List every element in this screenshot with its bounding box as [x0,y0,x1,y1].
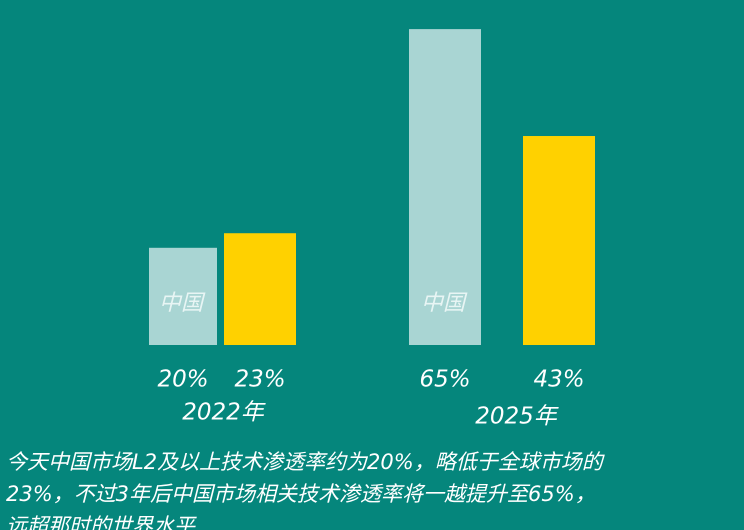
series-label: 中国 [159,291,206,316]
caption-line: 23%，不过3年后中国市场相关技术渗透率将一越提升至65%， [6,482,596,506]
bar [409,29,481,345]
value-label: 43% [533,367,584,393]
bar [224,233,296,345]
caption-line: 远超那时的世界水平 [6,514,197,530]
value-label: 23% [234,367,285,393]
x-tick-label: 2022年 [182,400,266,426]
bar [149,247,217,345]
value-label: 20% [157,367,208,393]
value-label: 65% [419,367,470,393]
bar [523,136,595,345]
caption-line: 今天中国市场L2及以上技术渗透率约为20%，略低于全球市场的 [6,450,606,474]
x-tick-label: 2025年 [475,404,559,430]
series-label: 中国 [421,291,468,316]
